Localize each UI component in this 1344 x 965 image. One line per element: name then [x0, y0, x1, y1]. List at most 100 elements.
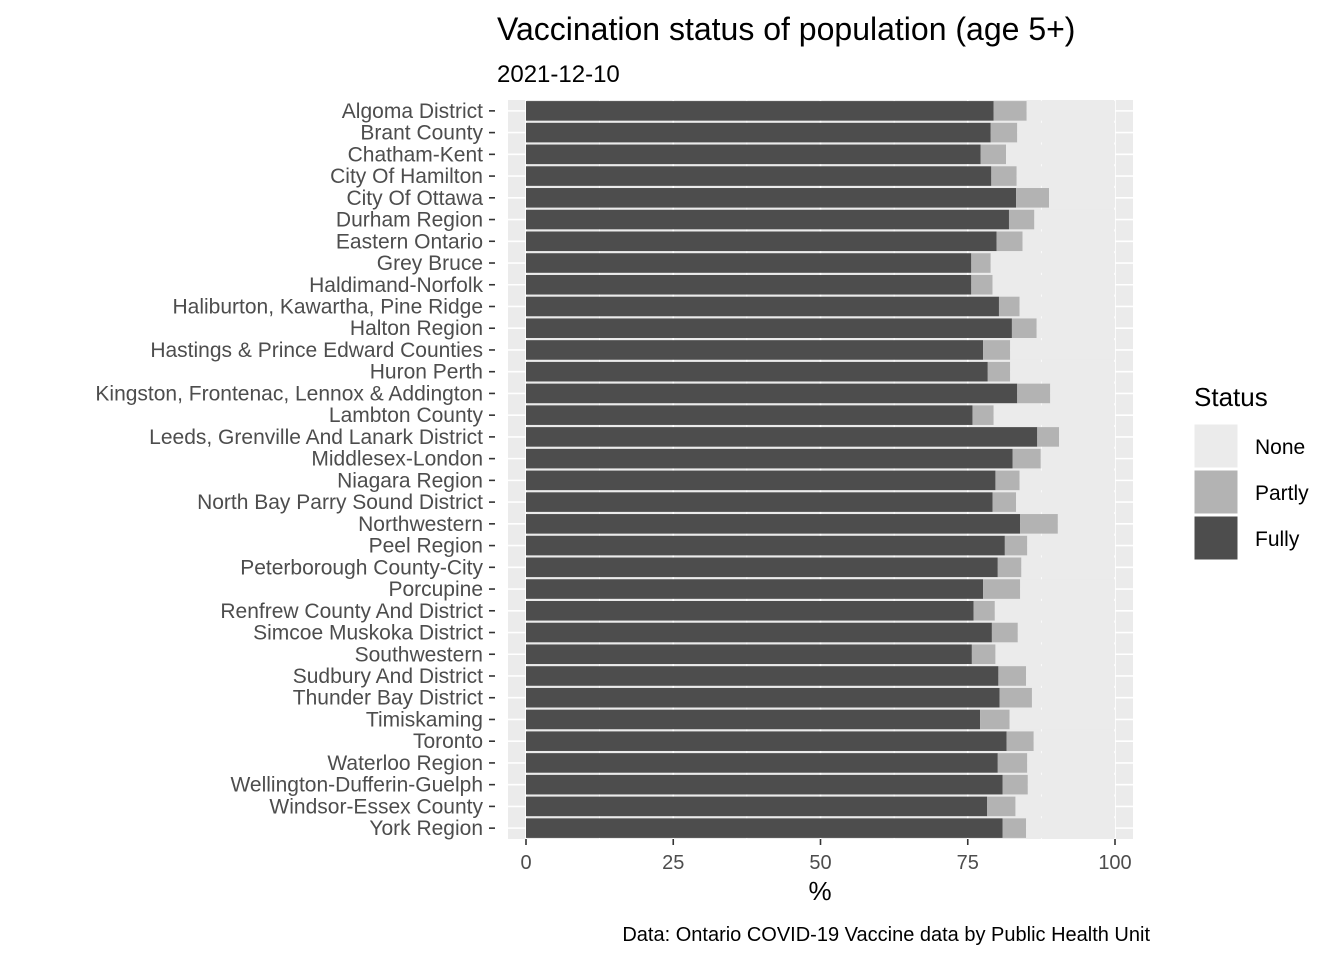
y-tick-label: Grey Bruce: [377, 252, 483, 275]
y-tick-label: Chatham-Kent: [348, 143, 484, 166]
bar-none-leeds-grenville-and-lanark-district: [1059, 427, 1115, 447]
legend-label-none: None: [1255, 436, 1305, 459]
y-tick-label: Huron Perth: [370, 361, 483, 384]
bar-partly-hastings-and-prince-edward-counties: [983, 340, 1011, 360]
bar-none-haldimand-norfolk: [992, 274, 1115, 295]
y-tick-label: Wellington-Dufferin-Guelph: [230, 774, 483, 797]
bar-none-renfrew-county-and-district: [994, 600, 1115, 621]
bar-none-middlesex-london: [1040, 448, 1115, 469]
bar-fully-southwestern: [526, 644, 972, 665]
y-tick-label: Windsor-Essex County: [269, 795, 483, 818]
bar-partly-niagara-region: [995, 470, 1020, 491]
bar-none-niagara-region: [1019, 470, 1115, 491]
x-tick-label: 75: [957, 852, 979, 874]
y-tick-label: Peterborough County-City: [240, 556, 483, 579]
bar-none-kingston-frontenac-lennox-and-addington: [1050, 383, 1115, 404]
chart-title: Vaccination status of population (age 5+…: [497, 11, 1075, 47]
y-tick-label: Hastings & Prince Edward Counties: [150, 339, 483, 362]
bar-fully-porcupine: [526, 579, 984, 599]
bar-partly-grey-bruce: [971, 253, 991, 273]
y-tick-label: Durham Region: [336, 209, 483, 232]
y-tick-label: Renfrew County And District: [220, 600, 483, 623]
bar-partly-kingston-frontenac-lennox-and-addington: [1017, 383, 1051, 404]
bar-fully-middlesex-london: [526, 448, 1013, 469]
y-tick-label: City Of Hamilton: [330, 165, 483, 188]
bar-none-brant-county: [1017, 122, 1115, 143]
bar-fully-kingston-frontenac-lennox-and-addington: [526, 383, 1018, 404]
bar-partly-eastern-ontario: [996, 231, 1023, 252]
bar-partly-middlesex-london: [1012, 448, 1041, 469]
bar-fully-huron-perth: [526, 361, 988, 382]
bar-fully-grey-bruce: [526, 253, 972, 273]
bar-none-toronto: [1033, 731, 1115, 751]
bar-none-york-region: [1026, 818, 1115, 838]
bar-partly-toronto: [1006, 731, 1034, 751]
bar-fully-toronto: [526, 731, 1007, 751]
bar-partly-simcoe-muskoka-district: [991, 622, 1018, 643]
bar-none-algoma-district: [1026, 101, 1115, 121]
bar-partly-southwestern: [971, 644, 996, 665]
y-tick-label: Sudbury And District: [293, 665, 483, 688]
bar-partly-wellington-dufferin-guelph: [1002, 774, 1028, 795]
legend-key-none: [1193, 423, 1239, 469]
bar-none-chatham-kent: [1006, 144, 1115, 165]
bar-partly-leeds-grenville-and-lanark-district: [1037, 427, 1060, 447]
bar-partly-peel-region: [1004, 535, 1028, 556]
bar-partly-peterborough-county-city: [997, 557, 1022, 578]
bar-none-grey-bruce: [990, 253, 1115, 273]
bar-fully-thunder-bay-district: [526, 687, 1000, 708]
bar-none-timiskaming: [1009, 709, 1115, 730]
y-tick-label: Thunder Bay District: [293, 687, 483, 710]
y-tick-label: Simcoe Muskoka District: [253, 622, 483, 645]
bar-none-simcoe-muskoka-district: [1017, 622, 1115, 643]
bar-partly-york-region: [1002, 818, 1027, 838]
bar-partly-city-of-hamilton: [991, 166, 1017, 186]
y-tick-label: Lambton County: [329, 404, 484, 427]
y-tick-label: Toronto: [413, 730, 483, 753]
bar-fully-peterborough-county-city: [526, 557, 998, 578]
bar-none-city-of-ottawa: [1049, 188, 1115, 208]
bar-none-thunder-bay-district: [1031, 687, 1115, 708]
bars-group: [526, 101, 1115, 838]
bar-partly-north-bay-parry-sound-district: [992, 492, 1017, 512]
bar-partly-brant-county: [990, 122, 1018, 143]
bar-partly-sudbury-and-district: [998, 666, 1027, 686]
bar-partly-lambton-county: [972, 405, 994, 425]
bar-partly-durham-region: [1008, 209, 1035, 230]
bar-none-eastern-ontario: [1022, 231, 1115, 252]
bar-none-haliburton-kawartha-pine-ridge: [1019, 296, 1115, 317]
bar-fully-city-of-ottawa: [526, 188, 1017, 208]
bar-fully-eastern-ontario: [526, 231, 997, 252]
y-tick-label: North Bay Parry Sound District: [197, 491, 483, 514]
y-tick-label: Kingston, Frontenac, Lennox & Addington: [95, 382, 483, 405]
bar-none-lambton-county: [993, 405, 1115, 425]
legend-key-fully: [1193, 515, 1239, 561]
y-tick-label: Peel Region: [369, 535, 483, 558]
legend-label-fully: Fully: [1255, 528, 1300, 551]
bar-fully-waterloo-region: [526, 753, 998, 773]
y-tick-label: Southwestern: [355, 643, 483, 666]
legend: Status None Partly Fully: [1193, 382, 1309, 561]
y-tick-label: Halton Region: [350, 317, 483, 340]
bar-partly-windsor-essex-county: [987, 796, 1016, 817]
y-tick-label: Brant County: [360, 122, 483, 145]
bar-none-hastings-and-prince-edward-counties: [1010, 340, 1115, 360]
bar-none-windsor-essex-county: [1015, 796, 1115, 817]
bar-fully-leeds-grenville-and-lanark-district: [526, 427, 1038, 447]
y-tick-label: City Of Ottawa: [346, 187, 483, 210]
bar-partly-city-of-ottawa: [1016, 188, 1050, 208]
bar-fully-renfrew-county-and-district: [526, 600, 974, 621]
y-tick-label: Niagara Region: [337, 469, 483, 492]
bar-fully-brant-county: [526, 122, 991, 143]
bar-none-north-bay-parry-sound-district: [1016, 492, 1115, 512]
bar-partly-renfrew-county-and-district: [973, 600, 995, 621]
y-tick-label: Haldimand-Norfolk: [309, 274, 483, 297]
bar-fully-windsor-essex-county: [526, 796, 988, 817]
y-tick-label: Haliburton, Kawartha, Pine Ridge: [172, 295, 483, 318]
x-tick-label: 25: [662, 852, 684, 874]
y-tick-label: Middlesex-London: [311, 448, 483, 471]
bar-none-city-of-hamilton: [1016, 166, 1115, 186]
bar-partly-northwestern: [1020, 514, 1058, 534]
